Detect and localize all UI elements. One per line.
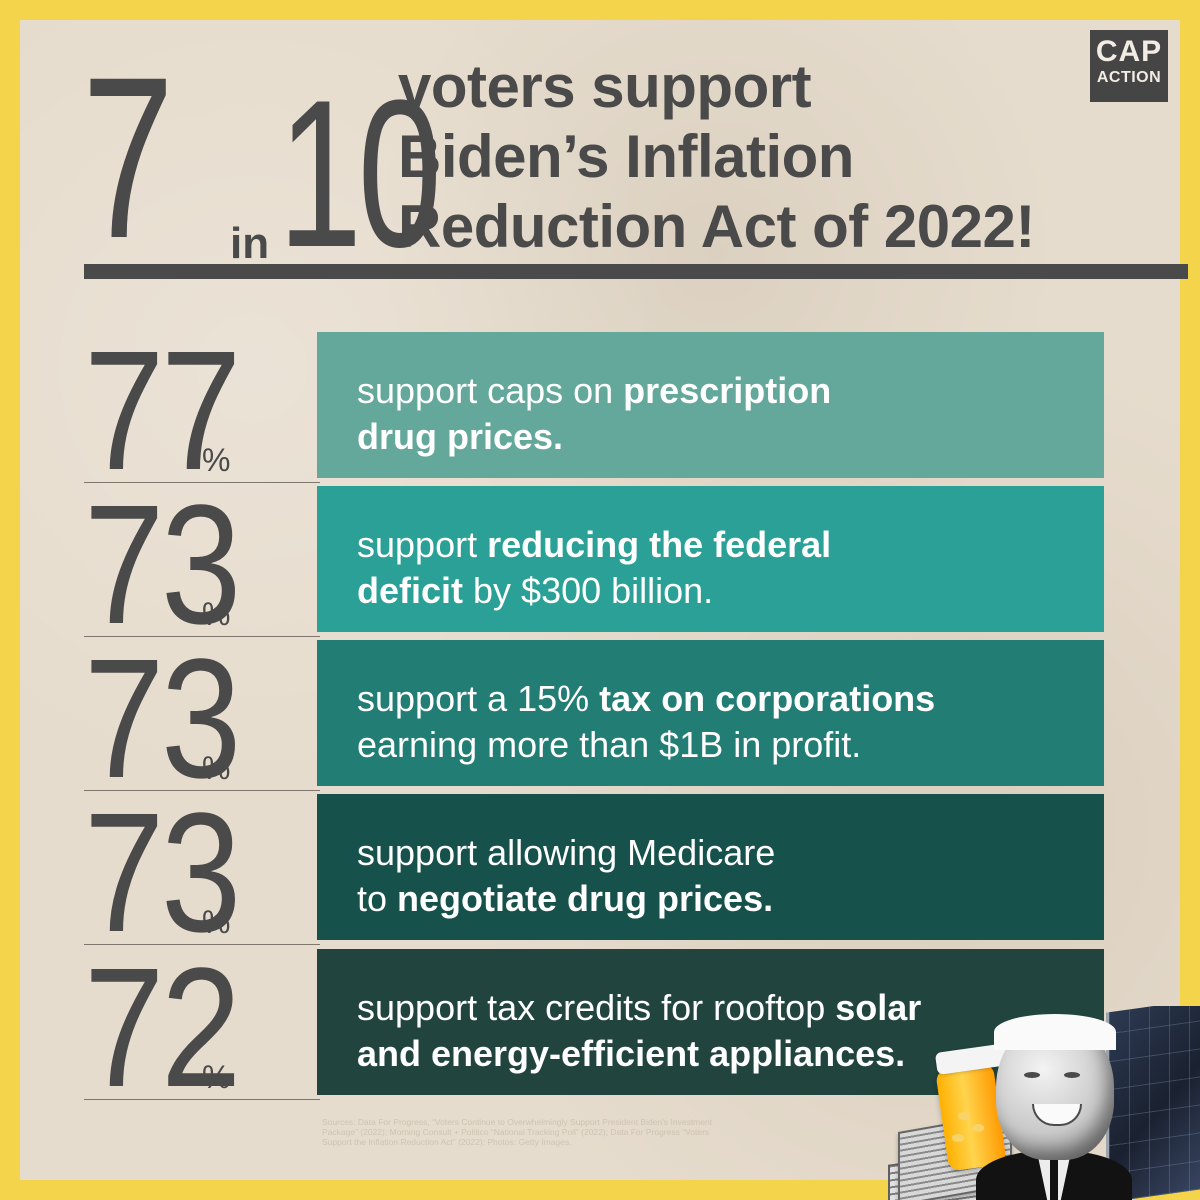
stat-row-3-divider: [84, 790, 320, 791]
stat-row-2-text-2: reducing the federal: [487, 524, 832, 565]
stat-row-2: 73 % support reducing the federal defici…: [84, 480, 1108, 650]
stat-row-4-bar: support allowing Medicare to negotiate d…: [317, 794, 1104, 940]
stat-row-1-percent: 77: [84, 316, 241, 506]
photo-collage: [888, 1006, 1200, 1200]
stat-row-3: 73 % support a 15% tax on corporations e…: [84, 634, 1108, 804]
headline-number-ten: 10: [278, 56, 442, 291]
stat-row-3-text-3: earning more than $1B in profit.: [357, 724, 862, 765]
sources-footnote: Sources: Data For Progress, “Voters Cont…: [322, 1117, 713, 1147]
stat-row-5-percent: 72: [84, 933, 241, 1123]
stat-row-2-percent-sign: %: [202, 596, 231, 632]
pill-image-3: [952, 1134, 964, 1142]
pill-image-1: [958, 1112, 970, 1120]
stat-row-3-text-1: support a 15%: [357, 678, 600, 719]
stat-row-3-percent: 73: [84, 624, 241, 814]
stat-row-4-text-1: support allowing Medicare: [357, 832, 776, 873]
stat-row-1-text-2: prescription: [623, 370, 832, 411]
portrait-left-eye-image: [1024, 1072, 1040, 1078]
stat-row-5-text-3: and energy-efficient appliances.: [357, 1033, 906, 1074]
stat-row-3-text-2: tax on corporations: [599, 678, 936, 719]
stat-row-2-text-1: support: [357, 524, 488, 565]
stat-row-1-text-1: support caps on: [357, 370, 624, 411]
stat-row-3-percent-sign: %: [202, 750, 231, 786]
stat-row-4-text-2: to: [357, 878, 398, 919]
headline-line-1: voters support: [398, 53, 812, 120]
stat-row-4-divider: [84, 944, 320, 945]
stat-row-2-divider: [84, 636, 320, 637]
stat-row-2-text-3: deficit: [357, 570, 464, 611]
logo-line-2: ACTION: [1096, 69, 1162, 86]
stat-row-2-bar: support reducing the federal deficit by …: [317, 486, 1104, 632]
stat-row-5-divider: [84, 1099, 320, 1100]
stat-row-5-text-2: solar: [835, 987, 922, 1028]
stat-row-4-text-3: negotiate drug prices.: [397, 878, 774, 919]
stat-row-5-text-1: support tax credits for rooftop: [357, 987, 836, 1028]
pill-image-2: [972, 1124, 984, 1132]
stat-row-1-percent-sign: %: [202, 442, 231, 478]
cap-action-logo: CAP ACTION: [1090, 30, 1168, 102]
stat-row-2-text-4: by $300 billion.: [463, 570, 714, 611]
headline-stat: 7 in 10: [82, 43, 442, 279]
stat-row-1-bar: support caps on prescription drug prices…: [317, 332, 1104, 478]
stat-row-1-text-3: drug prices.: [357, 416, 564, 457]
stat-row-5-percent-sign: %: [202, 1059, 231, 1095]
logo-line-1: CAP: [1095, 35, 1163, 68]
stat-row-4-percent-sign: %: [202, 904, 231, 940]
portrait-right-eye-image: [1064, 1072, 1080, 1078]
headline-divider: [84, 264, 1188, 279]
headline-line-2: Biden’s Inflation: [398, 123, 854, 190]
stat-row-3-bar: support a 15% tax on corporations earnin…: [317, 640, 1104, 786]
headline-in-text: in: [230, 219, 270, 268]
headline-line-3: Reduction Act of 2022!: [398, 193, 1035, 260]
stat-row-1: 77 % support caps on prescription drug p…: [84, 326, 1108, 496]
stat-row-1-divider: [84, 482, 320, 483]
stat-row-2-percent: 73: [84, 470, 241, 660]
stat-row-4-percent: 73: [84, 778, 241, 968]
portrait-hair-image: [994, 1014, 1116, 1050]
headline-text: voters support Biden’s Inflation Reducti…: [398, 52, 1118, 262]
headline-number-seven: 7: [82, 29, 174, 286]
stat-row-4: 73 % support allowing Medicare to negoti…: [84, 788, 1108, 958]
